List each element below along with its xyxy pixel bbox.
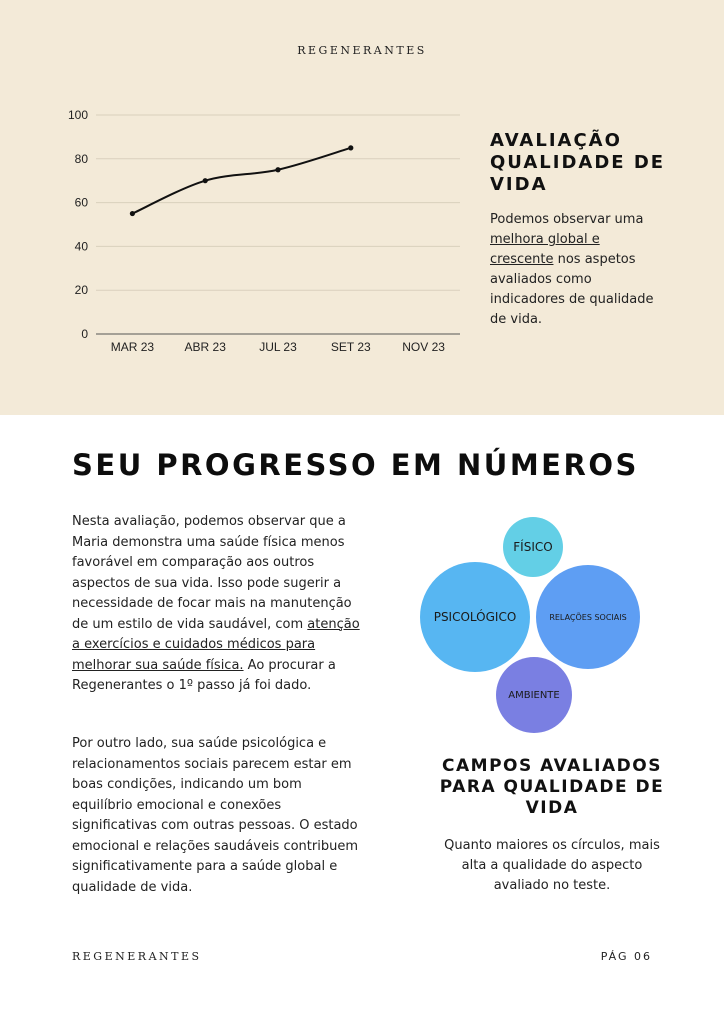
- bubble-psicologico: PSICOLÓGICO: [420, 562, 530, 672]
- y-tick-label: 80: [75, 152, 89, 166]
- bubble-ambiente: AMBIENTE: [496, 657, 572, 733]
- progress-heading: SEU PROGRESSO EM NÚMEROS: [72, 448, 639, 482]
- evaluation-title: AVALIAÇÃO QUALIDADE DE VIDA: [490, 130, 666, 195]
- x-tick-label: MAR 23: [111, 340, 155, 354]
- footer-brand: REGENERANTES: [72, 950, 202, 963]
- progress-paragraph-1: Nesta avaliação, podemos observar que a …: [72, 512, 362, 697]
- bubble-fisico: FÍSICO: [503, 517, 563, 577]
- y-tick-label: 0: [81, 327, 88, 341]
- x-tick-label: JUL 23: [259, 340, 297, 354]
- fields-description: Quanto maiores os círculos, mais alta a …: [444, 838, 660, 893]
- x-tick-label: NOV 23: [402, 340, 445, 354]
- evaluation-text-part: Podemos observar uma: [490, 212, 644, 227]
- data-point: [275, 167, 281, 173]
- chart-section-background: [0, 0, 724, 415]
- paragraph-highlight: atenção a exercícios e cuidados médicos …: [72, 616, 360, 673]
- x-tick-label: ABR 23: [185, 340, 227, 354]
- paragraph-text: Ao procurar a Regenerantes o 1º passo já…: [72, 657, 336, 694]
- y-tick-label: 60: [75, 196, 89, 210]
- data-point: [348, 145, 354, 151]
- quality-of-life-line-chart: 0 20 40 60 80 100 MAR 23 ABR 23 JUL 23 SET 23 NOV …: [68, 108, 460, 354]
- x-tick-label: SET 23: [331, 340, 371, 354]
- evaluation-highlight: melhora global e crescente: [490, 232, 600, 267]
- progress-paragraph-2: Por outro lado, sua saúde psicológica e …: [72, 736, 358, 895]
- evaluation-text-part: nos aspetos avaliados como indicadores d…: [490, 252, 654, 327]
- series-line: [131, 146, 352, 215]
- evaluation-text: Podemos observar uma melhora global e cr…: [490, 210, 660, 330]
- page-number: PÁG 06: [600, 950, 652, 963]
- header-brand: REGENERANTES: [297, 44, 427, 57]
- data-point: [129, 210, 135, 217]
- y-tick-label: 100: [68, 108, 88, 122]
- y-tick-label: 40: [75, 239, 89, 253]
- paragraph-text: Nesta avaliação, podemos observar que a …: [72, 514, 352, 632]
- data-point: [202, 178, 208, 184]
- fields-title: CAMPOS AVALIADOS PARA QUALIDADE DE VIDA: [439, 756, 665, 818]
- bubble-relacoes-sociais: RELAÇÕES SOCIAIS: [536, 565, 640, 669]
- y-tick-label: 20: [75, 283, 89, 297]
